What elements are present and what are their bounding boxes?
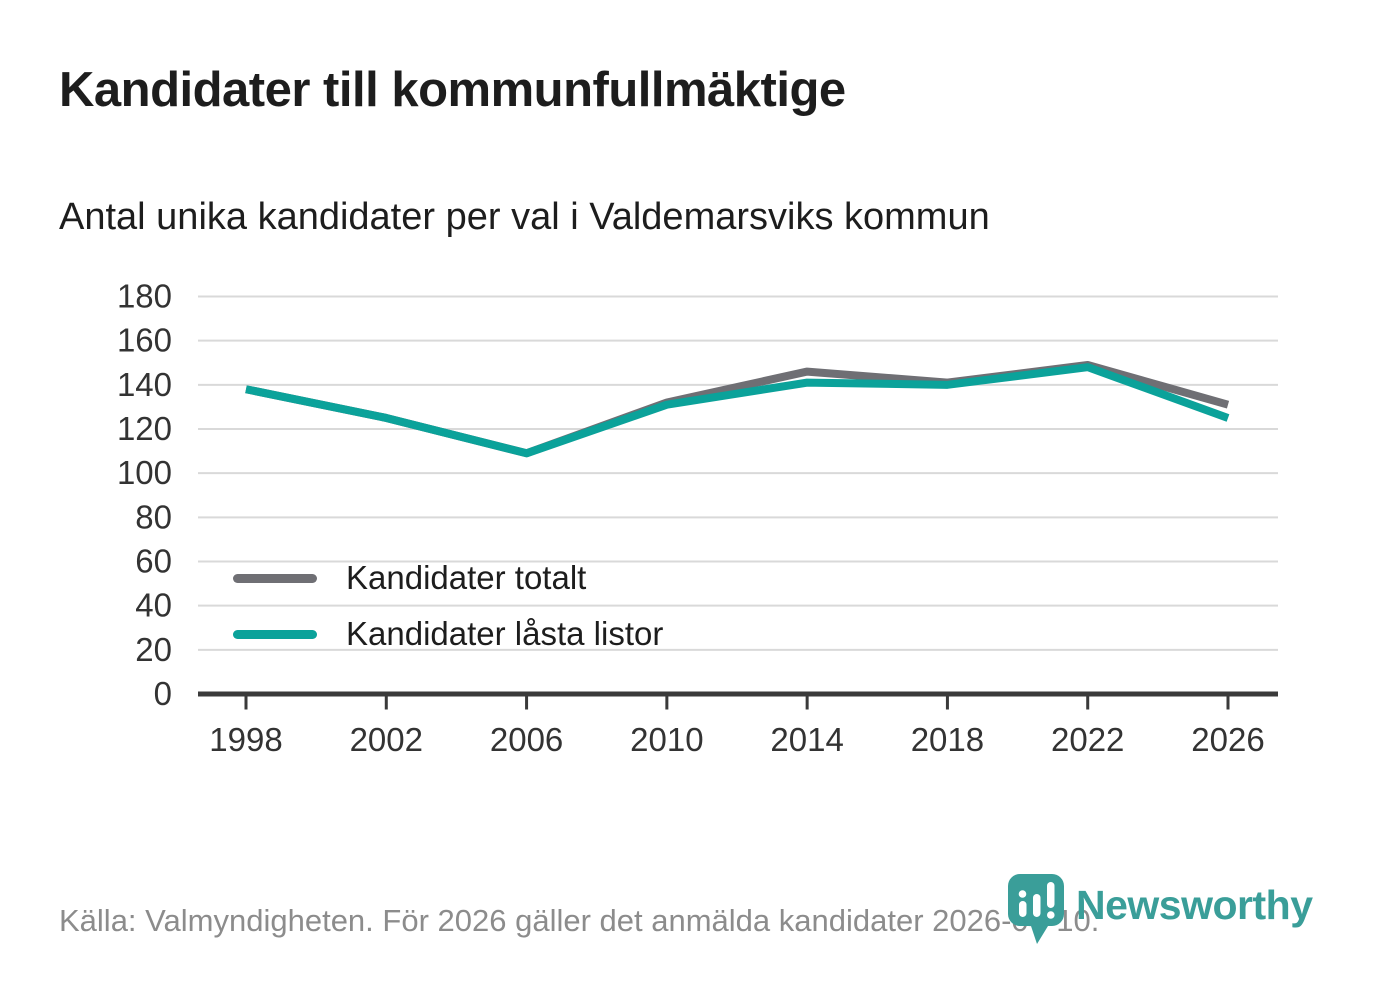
page-title: Kandidater till kommunfullmäktige <box>59 63 846 117</box>
newsworthy-logo-text: Newsworthy <box>1076 882 1313 928</box>
svg-text:100: 100 <box>117 454 172 491</box>
svg-text:120: 120 <box>117 410 172 447</box>
svg-text:2002: 2002 <box>350 721 423 758</box>
source-note: Källa: Valmyndigheten. För 2026 gäller d… <box>59 903 1100 938</box>
svg-text:140: 140 <box>117 366 172 403</box>
chart-legend: Kandidater totalt Kandidater låsta listo… <box>233 550 663 662</box>
legend-item-lasta-listor: Kandidater låsta listor <box>233 606 663 662</box>
svg-text:60: 60 <box>135 543 172 580</box>
legend-item-totalt: Kandidater totalt <box>233 550 663 606</box>
svg-text:2010: 2010 <box>630 721 703 758</box>
legend-label-totalt: Kandidater totalt <box>346 559 587 596</box>
bar-chart-pin-icon <box>1008 874 1064 944</box>
legend-swatch-lasta-listor <box>233 629 317 639</box>
legend-swatch-totalt <box>233 573 317 583</box>
svg-text:2018: 2018 <box>911 721 984 758</box>
svg-text:180: 180 <box>117 278 172 315</box>
svg-text:2014: 2014 <box>770 721 843 758</box>
svg-text:20: 20 <box>135 631 172 668</box>
svg-text:0: 0 <box>154 675 172 712</box>
svg-text:160: 160 <box>117 322 172 359</box>
chart-subtitle: Antal unika kandidater per val i Valdema… <box>59 196 990 238</box>
legend-label-lasta-listor: Kandidater låsta listor <box>346 615 664 652</box>
svg-text:80: 80 <box>135 498 172 535</box>
svg-text:40: 40 <box>135 587 172 624</box>
svg-text:1998: 1998 <box>209 721 282 758</box>
svg-text:2022: 2022 <box>1051 721 1124 758</box>
svg-text:2006: 2006 <box>490 721 563 758</box>
newsworthy-logo: Newsworthy <box>1008 874 1313 946</box>
svg-text:2026: 2026 <box>1191 721 1264 758</box>
